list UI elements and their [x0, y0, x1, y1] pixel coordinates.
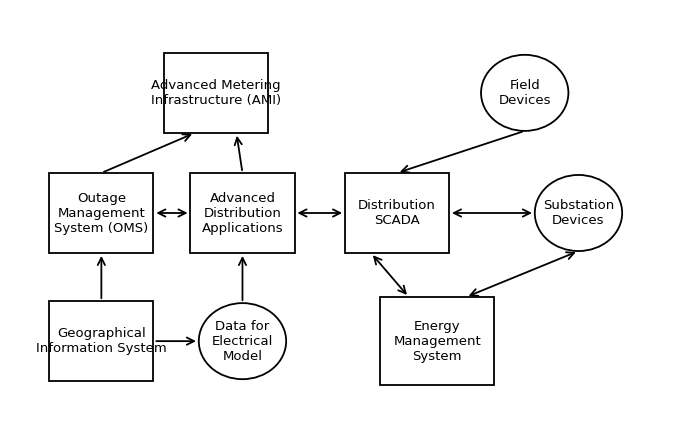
- FancyBboxPatch shape: [49, 301, 153, 381]
- FancyBboxPatch shape: [164, 53, 267, 133]
- Text: Geographical
Information System: Geographical Information System: [36, 327, 167, 355]
- Text: Data for
Electrical
Model: Data for Electrical Model: [212, 320, 273, 363]
- Text: Energy
Management
System: Energy Management System: [393, 320, 481, 363]
- Text: Field
Devices: Field Devices: [498, 79, 551, 107]
- FancyBboxPatch shape: [380, 297, 494, 385]
- Text: Outage
Management
System (OMS): Outage Management System (OMS): [54, 192, 148, 234]
- Text: Advanced
Distribution
Applications: Advanced Distribution Applications: [202, 192, 284, 234]
- Text: Distribution
SCADA: Distribution SCADA: [358, 199, 436, 227]
- Ellipse shape: [199, 303, 286, 379]
- Text: Substation
Devices: Substation Devices: [543, 199, 614, 227]
- Ellipse shape: [481, 55, 568, 131]
- FancyBboxPatch shape: [190, 173, 295, 253]
- FancyBboxPatch shape: [345, 173, 449, 253]
- FancyBboxPatch shape: [49, 173, 153, 253]
- Text: Advanced Metering
Infrastructure (AMI): Advanced Metering Infrastructure (AMI): [150, 79, 281, 107]
- Ellipse shape: [535, 175, 622, 251]
